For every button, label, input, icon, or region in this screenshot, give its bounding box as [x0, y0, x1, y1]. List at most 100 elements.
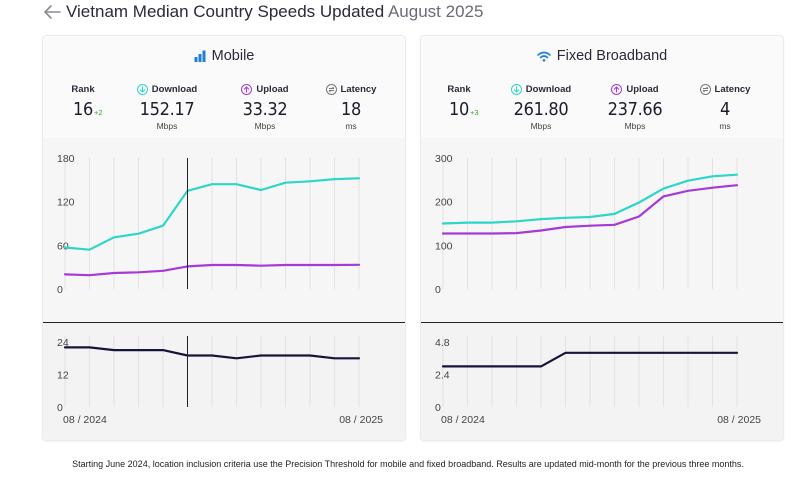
- mobile-latency-panel: [43, 323, 405, 440]
- fixed-speed-upload-line[interactable]: [441, 184, 739, 235]
- fixed-latency-latency-point[interactable]: [636, 350, 642, 356]
- fixed-summary: Fixed Broadband Rank 10 +3 Download 261.…: [421, 36, 783, 139]
- download-arrow-icon: [136, 83, 148, 95]
- mobile-speed-upload-point[interactable]: [111, 270, 117, 276]
- mobile-speed-download-point[interactable]: [234, 181, 240, 187]
- fixed-speed-download-point[interactable]: [612, 211, 618, 217]
- fixed-speed-upload-point[interactable]: [489, 231, 495, 237]
- fixed-speed-download-point[interactable]: [587, 214, 593, 220]
- mobile-speed-download-point[interactable]: [111, 234, 117, 240]
- mobile-speed-download-point[interactable]: [307, 178, 313, 184]
- mobile-speed-download-point[interactable]: [332, 176, 338, 182]
- fixed-speed-upload-point[interactable]: [538, 227, 544, 233]
- fixed-latency-ytick-label: 0: [435, 402, 441, 414]
- mobile-speed-upload-point[interactable]: [283, 262, 289, 268]
- fixed-speed-download-point[interactable]: [734, 172, 740, 178]
- fixed-latency-latency-point[interactable]: [489, 363, 495, 369]
- mobile-latency-latency-point[interactable]: [234, 355, 240, 361]
- mobile-speed-upload-point[interactable]: [160, 268, 166, 274]
- mobile-speed-upload-point[interactable]: [332, 262, 338, 268]
- mobile-download-unit: Mbps: [156, 121, 178, 131]
- mobile-download: Download 152.17 Mbps: [131, 83, 203, 131]
- fixed-speed-upload-point[interactable]: [636, 214, 642, 220]
- mobile-latency-latency-point[interactable]: [111, 347, 117, 353]
- fixed-speed-download-point[interactable]: [710, 173, 716, 179]
- mobile-latency-latency-line[interactable]: [63, 346, 361, 360]
- mobile-latency-label: Latency: [340, 83, 377, 95]
- mobile-latency-latency-point[interactable]: [283, 353, 289, 359]
- fixed-speed-download-point[interactable]: [563, 215, 569, 221]
- mobile-latency-latency-point[interactable]: [136, 347, 142, 353]
- mobile-latency-latency-point[interactable]: [62, 344, 68, 350]
- mobile-speed-upload-point[interactable]: [258, 263, 264, 269]
- fixed-speed-download-line[interactable]: [441, 173, 739, 225]
- mobile-speed-download-point[interactable]: [160, 223, 166, 229]
- fixed-latency-latency-point[interactable]: [538, 363, 544, 369]
- fixed-latency-latency-point[interactable]: [514, 363, 520, 369]
- fixed-latency-latency-point[interactable]: [734, 350, 740, 356]
- mobile-latency-latency-point[interactable]: [258, 353, 264, 359]
- fixed-speed-upload-point[interactable]: [465, 231, 471, 237]
- fixed-rank-label: Rank: [447, 83, 471, 95]
- mobile-latency-latency-point[interactable]: [356, 355, 362, 361]
- fixed-speed-download-point[interactable]: [489, 220, 495, 226]
- mobile-speed-download-point[interactable]: [136, 231, 142, 237]
- fixed-latency-latency-line[interactable]: [441, 351, 739, 368]
- fixed-speed-upload-point[interactable]: [440, 231, 446, 237]
- fixed-speed-upload-point[interactable]: [685, 188, 691, 194]
- mobile-speed-upload-point[interactable]: [62, 271, 68, 277]
- fixed-latency-latency-point[interactable]: [685, 350, 691, 356]
- mobile-speed-upload-point[interactable]: [356, 262, 362, 268]
- back-button[interactable]: [40, 0, 64, 24]
- fixed-latency-label: Latency: [714, 83, 751, 95]
- fixed-upload-label: Upload: [626, 83, 659, 95]
- fixed-speed-download-point[interactable]: [538, 216, 544, 222]
- fixed-latency-latency-point[interactable]: [612, 350, 618, 356]
- mobile-speed-upload-point[interactable]: [136, 269, 142, 275]
- fixed-latency-latency-point[interactable]: [710, 350, 716, 356]
- mobile-latency-value: 18: [340, 99, 361, 120]
- fixed-latency-latency-point[interactable]: [563, 350, 569, 356]
- mobile-speed-upload-point[interactable]: [307, 262, 313, 268]
- fixed-speed-upload-point[interactable]: [710, 185, 716, 191]
- page-header: Vietnam Median Country Speeds Updated Au…: [40, 0, 483, 24]
- fixed-speed-download-point[interactable]: [636, 200, 642, 206]
- latency-icon: [325, 83, 337, 95]
- fixed-speed-upload-point[interactable]: [734, 182, 740, 188]
- fixed-speed-upload-point[interactable]: [661, 193, 667, 199]
- mobile-speed-download-point[interactable]: [209, 181, 215, 187]
- mobile-speed-download-point[interactable]: [87, 247, 93, 253]
- mobile-speed-download-point[interactable]: [283, 180, 289, 186]
- mobile-latency-latency-point[interactable]: [307, 353, 313, 359]
- mobile-speed-upload-point[interactable]: [234, 262, 240, 268]
- fixed-speed-download-point[interactable]: [685, 178, 691, 184]
- fixed-card: Fixed Broadband Rank 10 +3 Download 261.…: [421, 36, 783, 440]
- fixed-speed-upload-point[interactable]: [563, 224, 569, 230]
- fixed-latency-latency-point[interactable]: [661, 350, 667, 356]
- mobile-speed-download-point[interactable]: [356, 175, 362, 181]
- mobile-latency-latency-point[interactable]: [332, 355, 338, 361]
- fixed-speed-upload-point[interactable]: [587, 223, 593, 229]
- mobile-latency-latency-point[interactable]: [209, 353, 215, 359]
- fixed-latency-latency-point[interactable]: [465, 363, 471, 369]
- mobile-speed-download-point[interactable]: [62, 245, 68, 251]
- fixed-speed-download-point[interactable]: [514, 218, 520, 224]
- mobile-latency-latency-point[interactable]: [160, 347, 166, 353]
- fixed-speed-download-point[interactable]: [661, 186, 667, 192]
- fixed-rank-value: 10: [448, 99, 469, 120]
- mobile-latency-latency-point[interactable]: [87, 344, 93, 350]
- mobile-speed-upload-point[interactable]: [87, 272, 93, 278]
- fixed-latency-latency-point[interactable]: [440, 363, 446, 369]
- fixed-latency-latency-point[interactable]: [587, 350, 593, 356]
- mobile-speed-download-point[interactable]: [258, 187, 264, 193]
- fixed-speed-download-point[interactable]: [440, 221, 446, 227]
- fixed-speed-download-point[interactable]: [465, 220, 471, 226]
- mobile-rank-value: 16: [72, 99, 93, 120]
- mobile-speed-upload-line[interactable]: [63, 263, 361, 277]
- mobile-speed-download-line[interactable]: [63, 177, 361, 251]
- fixed-speed-upload-point[interactable]: [612, 222, 618, 228]
- mobile-speed-upload-point[interactable]: [209, 262, 215, 268]
- fixed-speed-upload-point[interactable]: [514, 230, 520, 236]
